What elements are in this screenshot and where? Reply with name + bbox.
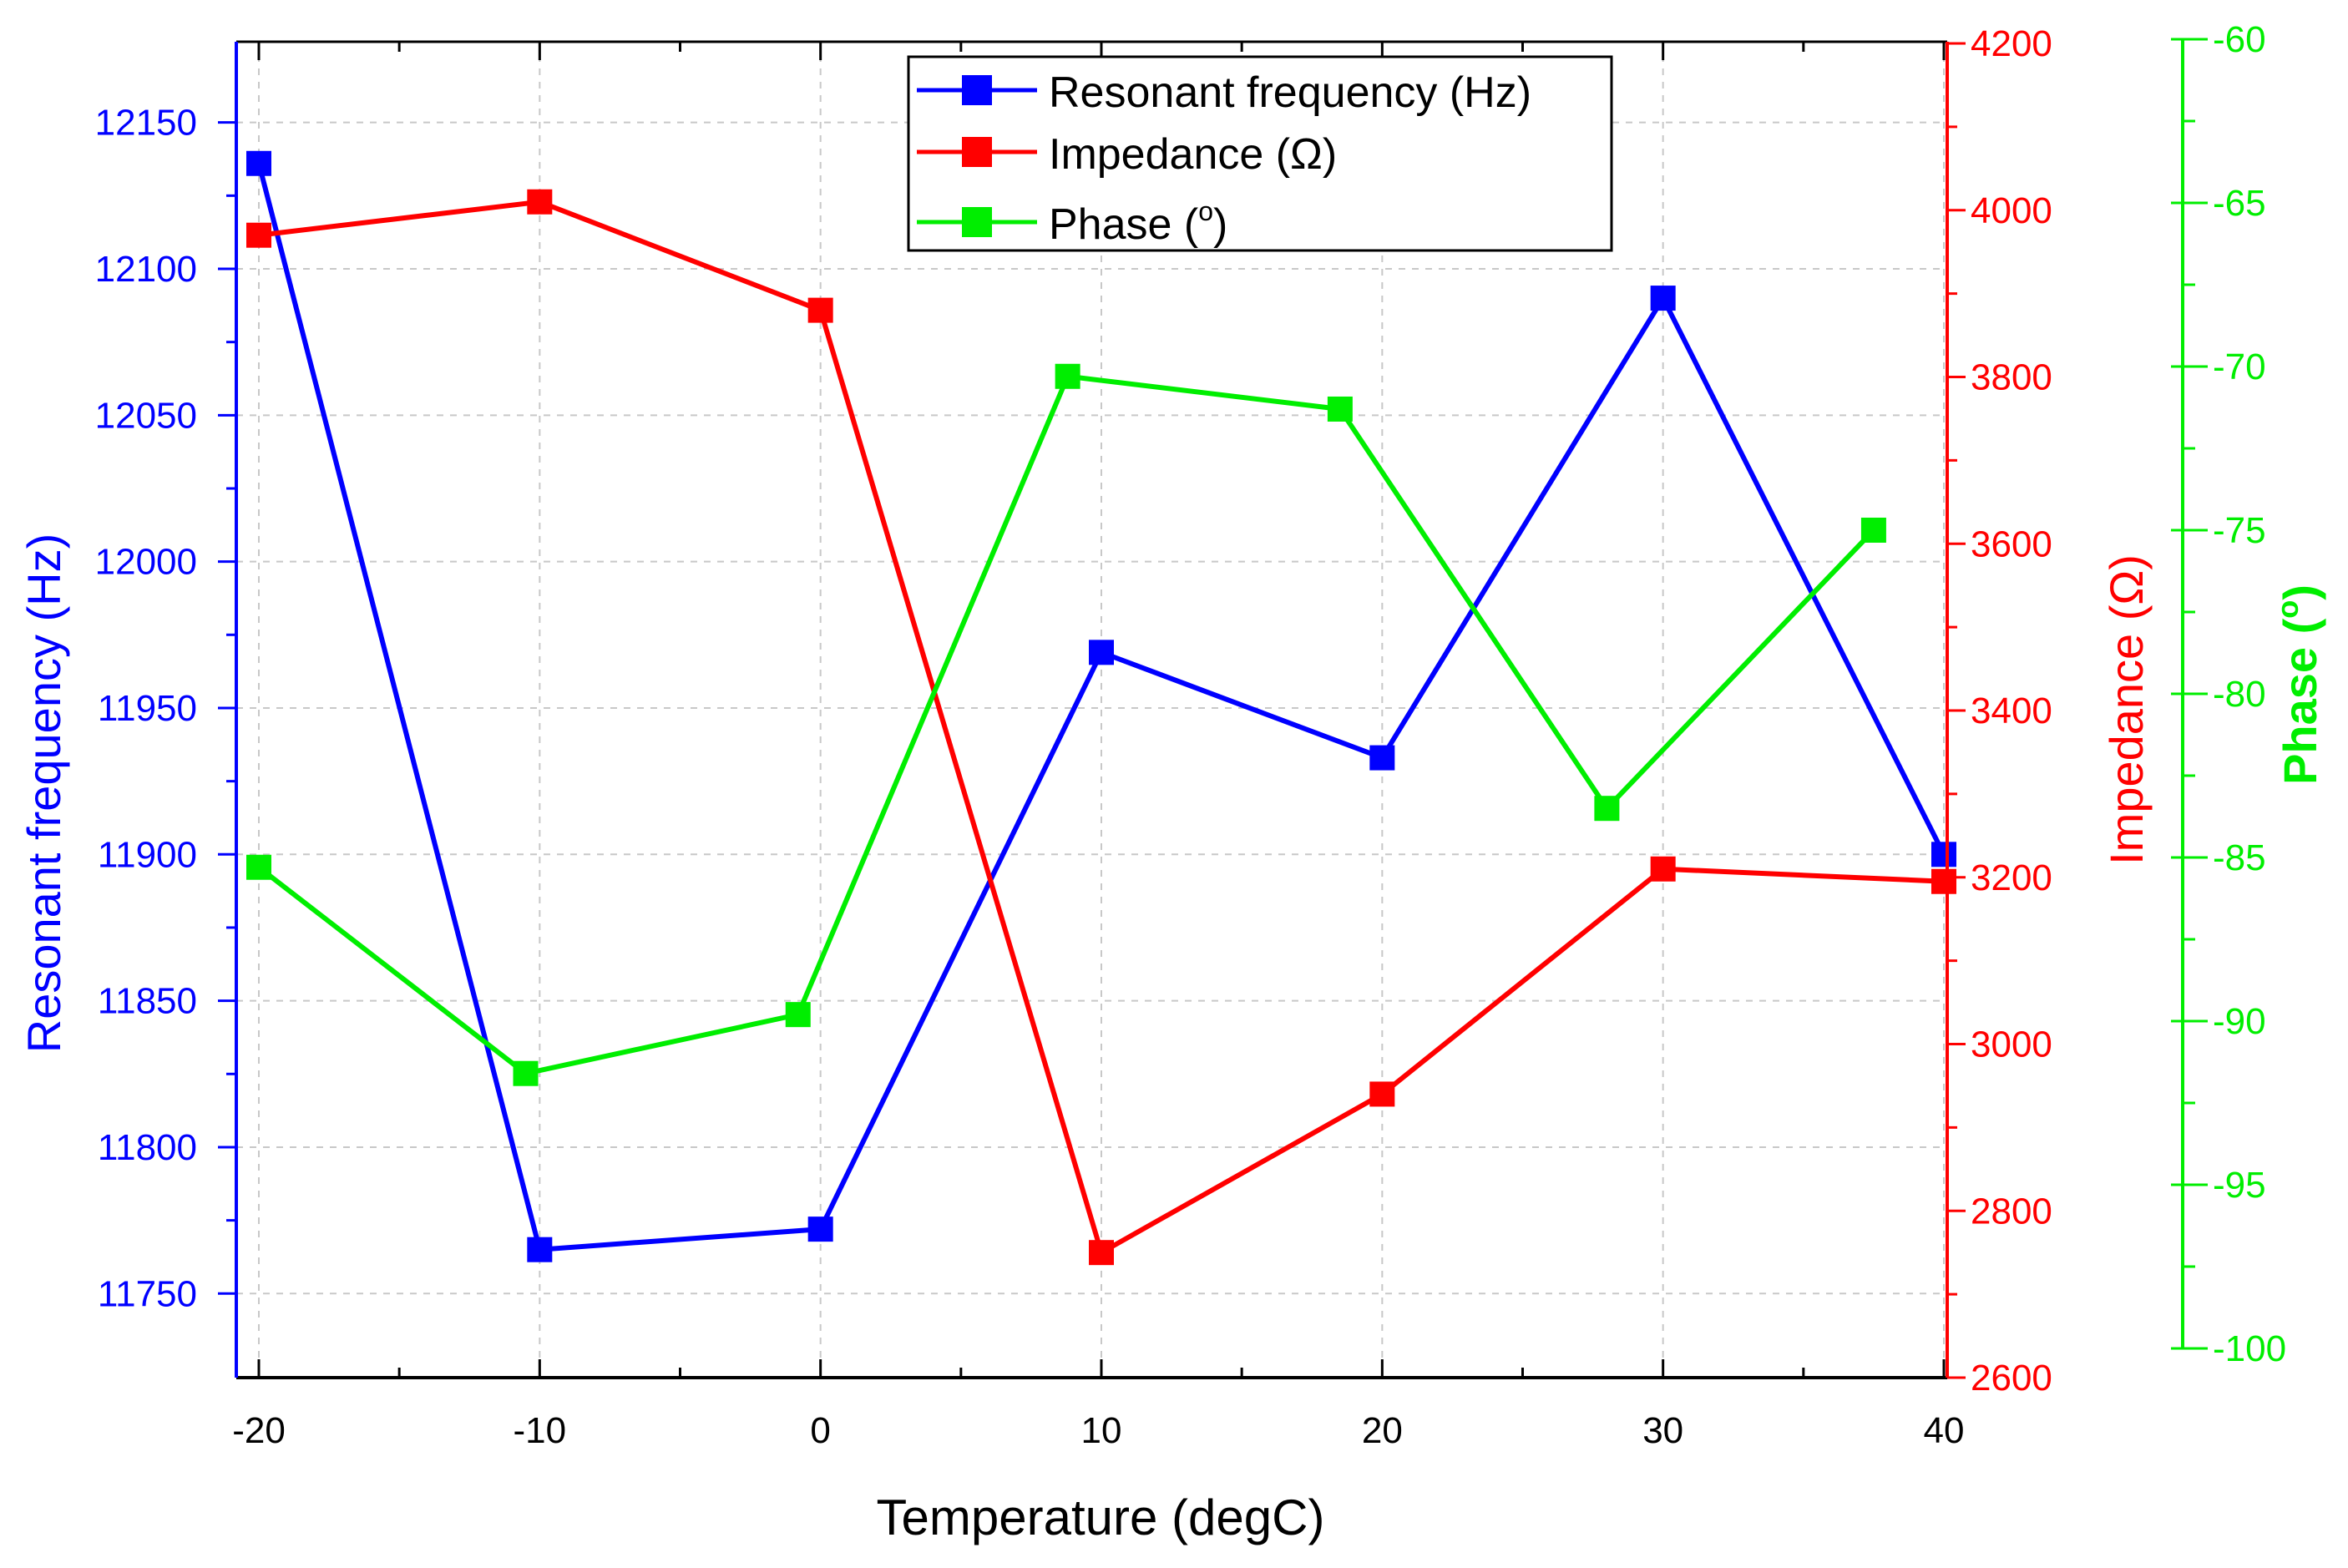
data-point-imp bbox=[807, 297, 833, 323]
x-tick-label: 30 bbox=[1642, 1410, 1683, 1451]
y-tick-label-frequency: 11850 bbox=[98, 981, 197, 1022]
legend-label-phase: Phase (o) bbox=[1049, 196, 1227, 249]
y-tick-label-impedance: 4200 bbox=[1971, 23, 2052, 64]
y-axis-title-phase: Phase (o) bbox=[2270, 584, 2326, 785]
y-tick-label-impedance: 3200 bbox=[1971, 857, 2052, 898]
data-point-phase bbox=[1055, 363, 1080, 389]
y-tick-label-frequency: 12100 bbox=[95, 249, 197, 290]
y-tick-label-frequency: 12050 bbox=[95, 395, 197, 436]
grid-layer bbox=[236, 42, 1947, 1378]
data-point-freq bbox=[1369, 745, 1395, 771]
phase-title-main: Phase ( bbox=[2274, 618, 2326, 785]
y-axis-title-frequency: Resonant frequency (Hz) bbox=[18, 534, 70, 1054]
legend: Resonant frequency (Hz) Impedance (Ω) Ph… bbox=[907, 55, 1613, 252]
y-tick-label-frequency: 11800 bbox=[98, 1127, 197, 1168]
legend-marker-phase bbox=[962, 207, 992, 237]
y-axis-title-impedance: Impedance (Ω) bbox=[2100, 554, 2153, 865]
legend-label-frequency: Resonant frequency (Hz) bbox=[1049, 68, 1531, 117]
y-tick-label-phase: -80 bbox=[2213, 674, 2266, 715]
data-point-freq bbox=[1650, 286, 1676, 311]
data-point-phase bbox=[246, 854, 271, 880]
data-point-imp bbox=[246, 222, 271, 248]
legend-marker-impedance bbox=[962, 137, 992, 167]
y-tick-label-impedance: 3400 bbox=[1971, 690, 2052, 731]
data-point-imp bbox=[1089, 1240, 1114, 1266]
data-point-freq bbox=[246, 150, 271, 176]
x-tick-label: 40 bbox=[1924, 1410, 1965, 1451]
axes-layer: -20 -10 0 10 20 30 401175011800118501190011950… bbox=[95, 19, 2286, 1451]
y-tick-label-frequency: 11950 bbox=[98, 688, 197, 729]
data-point-freq bbox=[807, 1216, 833, 1242]
data-point-phase bbox=[1594, 796, 1620, 822]
x-tick-label: -20 bbox=[232, 1410, 286, 1451]
legend-label-impedance: Impedance (Ω) bbox=[1049, 130, 1337, 179]
y-tick-label-impedance: 4000 bbox=[1971, 190, 2052, 231]
y-tick-label-phase: -100 bbox=[2213, 1328, 2286, 1369]
data-point-freq bbox=[527, 1237, 553, 1262]
y-tick-label-impedance: 3600 bbox=[1971, 524, 2052, 564]
data-point-freq bbox=[1089, 640, 1114, 665]
legend-entry-frequency: Resonant frequency (Hz) bbox=[917, 68, 1531, 117]
y-tick-label-impedance: 2800 bbox=[1971, 1191, 2052, 1232]
y-tick-label-phase: -70 bbox=[2213, 346, 2266, 387]
x-tick-label: 20 bbox=[1362, 1410, 1403, 1451]
y-tick-label-frequency: 11750 bbox=[98, 1273, 197, 1314]
data-point-imp bbox=[1369, 1081, 1395, 1107]
y-tick-label-phase: -90 bbox=[2213, 1001, 2266, 1042]
x-tick-label: 10 bbox=[1081, 1410, 1122, 1451]
y-tick-label-phase: -60 bbox=[2213, 19, 2266, 60]
phase-title-degree: o bbox=[2270, 600, 2305, 619]
y-tick-label-frequency: 12150 bbox=[95, 103, 197, 144]
series-layer bbox=[246, 150, 1956, 1266]
x-axis-title: Temperature (degC) bbox=[877, 1490, 1325, 1545]
legend-entry-phase: Phase (o) bbox=[917, 196, 1227, 249]
data-point-imp bbox=[1931, 868, 1956, 894]
x-tick-label: -10 bbox=[514, 1410, 567, 1451]
y-tick-label-frequency: 12000 bbox=[95, 542, 197, 583]
y-tick-label-impedance: 2600 bbox=[1971, 1358, 2052, 1399]
y-tick-label-phase: -95 bbox=[2213, 1165, 2266, 1206]
data-point-phase bbox=[785, 1002, 811, 1028]
data-point-freq bbox=[1931, 842, 1956, 867]
legend-entry-impedance: Impedance (Ω) bbox=[917, 130, 1337, 179]
data-point-imp bbox=[1650, 856, 1676, 882]
data-point-phase bbox=[1327, 396, 1353, 422]
y-tick-label-phase: -85 bbox=[2213, 837, 2266, 878]
phase-title-end: ) bbox=[2274, 584, 2326, 600]
legend-marker-frequency bbox=[962, 75, 992, 105]
x-tick-label: 0 bbox=[810, 1410, 830, 1451]
y-tick-label-impedance: 3800 bbox=[1971, 357, 2052, 398]
data-point-phase bbox=[1860, 518, 1886, 543]
y-tick-label-frequency: 11900 bbox=[98, 834, 197, 875]
data-point-imp bbox=[527, 189, 553, 215]
y-tick-label-phase: -65 bbox=[2213, 183, 2266, 224]
data-point-phase bbox=[513, 1060, 539, 1086]
y-tick-label-impedance: 3000 bbox=[1971, 1024, 2052, 1065]
y-tick-label-phase: -75 bbox=[2213, 510, 2266, 551]
